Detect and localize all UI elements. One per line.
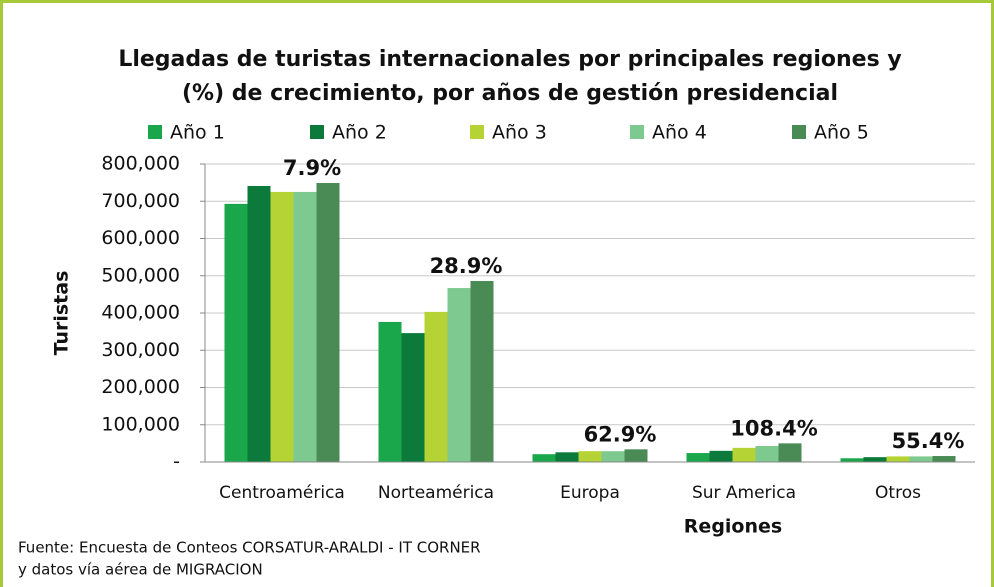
y-tick-label: 400,000 xyxy=(101,302,180,324)
bar xyxy=(555,452,579,462)
legend-swatch xyxy=(630,125,644,139)
legend-swatch xyxy=(148,125,162,139)
bar xyxy=(578,451,602,462)
bar xyxy=(270,191,294,462)
y-tick-label: 300,000 xyxy=(101,339,180,361)
bar xyxy=(886,456,910,462)
bar xyxy=(470,280,494,462)
y-tick-label: - xyxy=(173,451,180,473)
x-tick-label: Europa xyxy=(560,483,620,503)
y-tick-label: 800,000 xyxy=(101,153,180,175)
y-tick-label: 100,000 xyxy=(101,413,180,435)
x-tick-label: Norteamérica xyxy=(378,483,494,503)
bar xyxy=(424,311,448,462)
bar xyxy=(778,443,802,462)
y-tick-label: 200,000 xyxy=(101,376,180,398)
bar xyxy=(909,456,933,462)
legend-swatch xyxy=(310,125,324,139)
bar xyxy=(247,185,271,463)
bar xyxy=(316,182,340,462)
bar xyxy=(755,445,779,462)
bar xyxy=(447,288,471,462)
x-axis-label: Regiones xyxy=(684,516,782,538)
y-tick-label: 700,000 xyxy=(101,190,180,212)
bar xyxy=(224,203,248,463)
legend-swatch xyxy=(470,125,484,139)
legend-label: Año 1 xyxy=(170,122,225,144)
x-tick-label: Centroamérica xyxy=(219,483,345,503)
source: y datos vía aérea de MIGRACION xyxy=(18,561,263,579)
bar xyxy=(686,453,710,462)
annotation: 108.4% xyxy=(730,416,817,440)
legend-label: Año 4 xyxy=(652,122,707,144)
source: Fuente: Encuesta de Conteos CORSATUR-ARA… xyxy=(18,539,481,557)
chart-title: Llegadas de turistas internacionales por… xyxy=(118,47,901,72)
x-tick-label: Sur America xyxy=(692,483,796,503)
chart-title: (%) de crecimiento, por años de gestión … xyxy=(182,81,838,106)
y-tick-label: 600,000 xyxy=(101,227,180,249)
bar xyxy=(378,321,402,462)
y-tick-label: 500,000 xyxy=(101,264,180,286)
annotation: 62.9% xyxy=(584,422,657,446)
bar xyxy=(293,191,317,462)
bar xyxy=(709,450,733,462)
bar xyxy=(863,457,887,462)
bar xyxy=(601,451,625,462)
annotation: 28.9% xyxy=(430,254,503,278)
annotation: 7.9% xyxy=(283,156,341,180)
legend-label: Año 3 xyxy=(492,122,547,144)
legend-swatch xyxy=(792,125,806,139)
bar xyxy=(840,458,864,462)
bar xyxy=(401,333,425,462)
bar xyxy=(932,456,956,462)
annotation: 55.4% xyxy=(892,429,965,453)
bar xyxy=(532,454,556,462)
bar xyxy=(624,449,648,462)
y-axis-label: Turistas xyxy=(51,271,73,356)
bar xyxy=(732,447,756,462)
x-tick-label: Otros xyxy=(875,483,921,503)
legend-label: Año 2 xyxy=(332,122,387,144)
legend-label: Año 5 xyxy=(814,122,869,144)
